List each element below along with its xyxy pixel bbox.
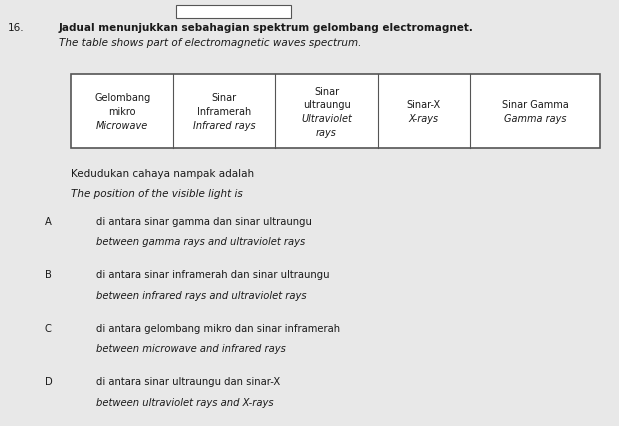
Text: Ultraviolet: Ultraviolet (301, 114, 352, 124)
Text: C: C (45, 323, 51, 333)
Text: Microwave: Microwave (96, 121, 149, 130)
Text: between ultraviolet rays and X-rays: between ultraviolet rays and X-rays (96, 397, 274, 406)
Text: Sinar-X: Sinar-X (407, 100, 441, 110)
Text: X-rays: X-rays (409, 114, 439, 124)
Text: between gamma rays and ultraviolet rays: between gamma rays and ultraviolet rays (96, 237, 305, 247)
Text: B: B (45, 270, 51, 279)
Text: between microwave and infrared rays: between microwave and infrared rays (96, 343, 286, 353)
Text: ultraungu: ultraungu (303, 100, 350, 110)
Text: 16.: 16. (7, 23, 24, 33)
Text: D: D (45, 376, 53, 386)
Text: mikro: mikro (108, 107, 136, 117)
Text: Sinar Gamma: Sinar Gamma (502, 100, 569, 110)
Text: between infrared rays and ultraviolet rays: between infrared rays and ultraviolet ra… (96, 290, 306, 300)
Text: The position of the visible light is: The position of the visible light is (71, 189, 243, 199)
Text: di antara sinar ultraungu dan sinar-X: di antara sinar ultraungu dan sinar-X (96, 376, 280, 386)
Text: A: A (45, 216, 51, 226)
Bar (71, 75, 600, 149)
Text: di antara gelombang mikro dan sinar inframerah: di antara gelombang mikro dan sinar infr… (96, 323, 340, 333)
Text: Gelombang: Gelombang (94, 93, 150, 103)
Text: Infrared rays: Infrared rays (193, 121, 256, 130)
Text: Sinar: Sinar (314, 86, 339, 96)
Text: Gamma rays: Gamma rays (504, 114, 566, 124)
Text: Jadual menunjukkan sebahagian spektrum gelombang electromagnet.: Jadual menunjukkan sebahagian spektrum g… (59, 23, 474, 33)
Text: di antara sinar inframerah dan sinar ultraungu: di antara sinar inframerah dan sinar ult… (96, 270, 329, 279)
Text: Inframerah: Inframerah (197, 107, 251, 117)
Text: rays: rays (316, 127, 337, 137)
Bar (176, 6, 291, 19)
Text: Sinar: Sinar (212, 93, 237, 103)
Text: di antara sinar gamma dan sinar ultraungu: di antara sinar gamma dan sinar ultraung… (96, 216, 312, 226)
Text: The table shows part of electromagnetic waves spectrum.: The table shows part of electromagnetic … (59, 38, 361, 48)
Text: Kedudukan cahaya nampak adalah: Kedudukan cahaya nampak adalah (71, 168, 254, 178)
